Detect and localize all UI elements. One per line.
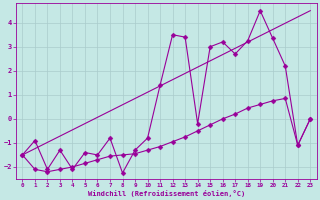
X-axis label: Windchill (Refroidissement éolien,°C): Windchill (Refroidissement éolien,°C) — [88, 190, 245, 197]
